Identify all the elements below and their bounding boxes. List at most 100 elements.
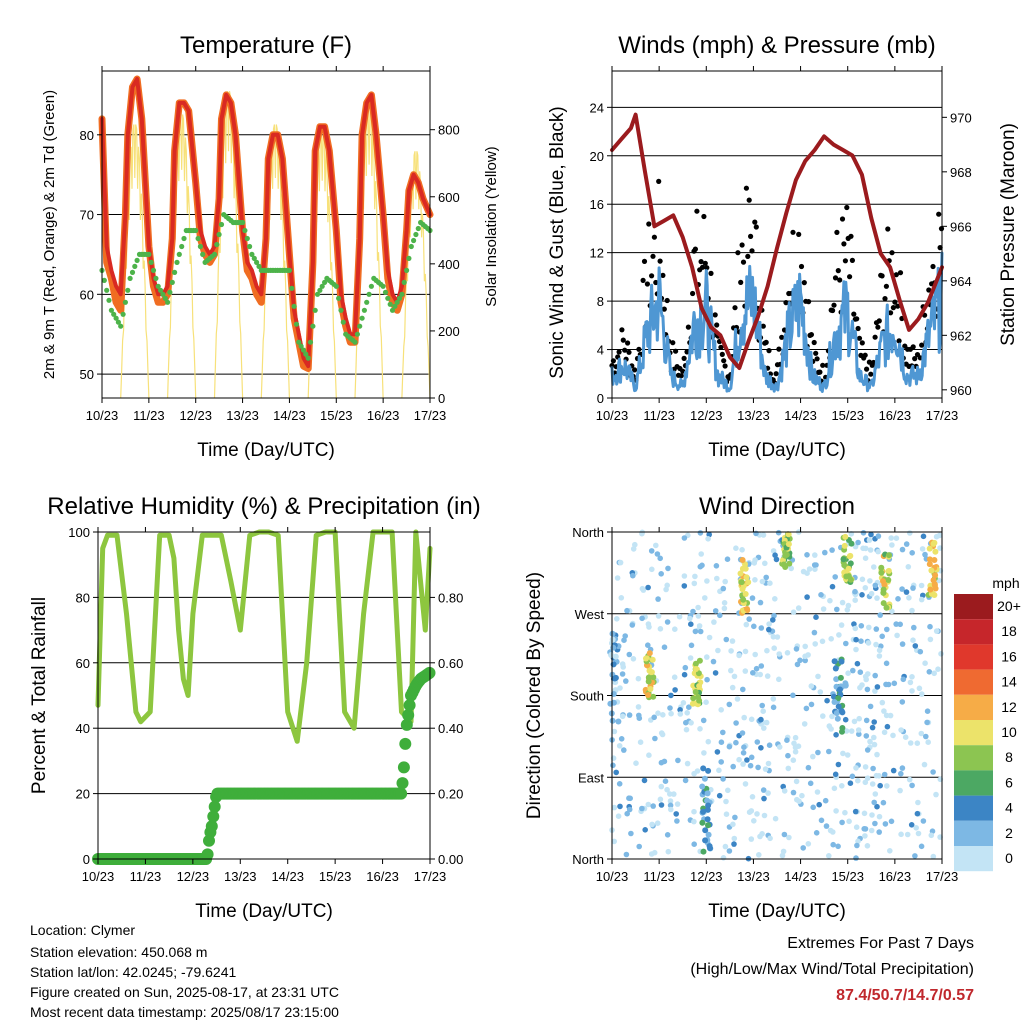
wind-direction-point (837, 674, 844, 681)
gust-point (831, 302, 837, 308)
t-xtick-label: 10/23 (86, 408, 119, 423)
wind-direction-point (876, 653, 883, 659)
gust-point (745, 253, 751, 259)
wind-direction-point (695, 604, 701, 611)
t-ylabel: 2m & 9m T (Red, Orange) & 2m Td (Green) (41, 90, 58, 379)
wind-direction-point (817, 689, 824, 695)
wind-direction-point (832, 771, 839, 778)
w-xtick-label: 12/23 (690, 408, 723, 423)
wind-direction-point (654, 551, 661, 557)
wind-direction-point (704, 797, 711, 804)
wind-direction-point (667, 798, 674, 804)
t-ytick-label-right: 600 (438, 190, 460, 205)
dewpoint-point (158, 287, 164, 293)
wind-direction-point (759, 831, 765, 837)
wind-direction-point (862, 673, 869, 680)
wind-direction-point (692, 689, 699, 695)
wind-direction-point (697, 530, 704, 536)
wind-direction-point (712, 670, 719, 676)
wind-direction-point (712, 608, 719, 614)
wind-direction-point (849, 773, 856, 780)
gust-point (820, 362, 826, 368)
wind-direction-point (649, 821, 655, 828)
wind-direction-point (700, 848, 707, 855)
wind-direction-point (661, 644, 668, 650)
wind-direction-point (865, 640, 872, 646)
wind-direction-point (862, 545, 869, 552)
wind-direction-point (757, 599, 764, 606)
wind-direction-point (857, 669, 864, 675)
rh-ytick-label-right: 0.60 (438, 656, 463, 671)
wind-direction-point (632, 541, 638, 548)
wind-direction-point (808, 683, 815, 689)
wind-direction-point (795, 605, 802, 611)
wd-title: Wind Direction (699, 493, 855, 520)
wind-direction-point (731, 841, 737, 847)
wind-direction-point (922, 551, 928, 558)
extremes-title: Extremes For Past 7 Days (787, 935, 974, 952)
wind-direction-point (802, 657, 808, 664)
wind-direction-point (760, 708, 766, 714)
wind-direction-point (648, 669, 655, 676)
dewpoint-point (415, 225, 421, 232)
wind-direction-point (841, 542, 848, 549)
wind-direction-point (770, 634, 777, 640)
wind-direction-point (874, 803, 880, 810)
wind-direction-point (858, 623, 865, 629)
wind-direction-point (926, 561, 933, 568)
wind-direction-point (732, 814, 738, 821)
wind-direction-point (845, 565, 852, 572)
wind-direction-point (683, 719, 689, 726)
gust-point (699, 264, 706, 270)
gust-point (708, 270, 714, 276)
wind-direction-point (767, 580, 773, 586)
sonic-wind-line (610, 251, 944, 393)
wind-direction-point (610, 762, 616, 769)
wind-direction-point (873, 626, 880, 632)
legend-label: 4 (1005, 800, 1013, 816)
wd-ytick-label: North (572, 852, 604, 867)
wind-direction-point (872, 791, 879, 797)
wind-direction-point (883, 712, 890, 719)
gust-point (619, 327, 625, 333)
dewpoint-point (247, 243, 253, 250)
dewpoint-point (366, 291, 372, 297)
gust-point (657, 258, 663, 264)
gust-point (681, 355, 687, 361)
dewpoint-point (291, 303, 297, 309)
wind-direction-point (804, 594, 810, 600)
wind-direction-point (759, 702, 765, 709)
dewpoint-point (167, 289, 173, 295)
wind-direction-point (899, 641, 906, 647)
w-ytick-label: 0 (597, 391, 604, 406)
gust-point (889, 250, 895, 256)
wind-direction-point (690, 695, 697, 702)
precipitation-point (395, 787, 408, 800)
rh-ytick-label-right: 0.40 (438, 721, 463, 736)
wind-direction-point (642, 827, 648, 833)
wind-direction-point (681, 573, 688, 579)
wind-direction-point (721, 605, 728, 612)
wind-direction-point (664, 619, 671, 625)
wind-direction-point (931, 592, 938, 598)
dewpoint-point (404, 267, 410, 273)
wind-direction-point (885, 567, 892, 574)
wd-xtick-label: 11/23 (643, 869, 675, 884)
gust-point (872, 334, 878, 340)
wind-direction-point (739, 730, 746, 736)
t-title: Temperature (F) (180, 32, 352, 59)
wind-direction-point (682, 664, 689, 671)
gust-point (811, 339, 817, 346)
gust-point (690, 290, 696, 297)
dewpoint-point (352, 339, 358, 345)
wind-direction-point (818, 592, 824, 598)
wd-xtick-label: 14/23 (784, 869, 817, 884)
gust-point (814, 356, 820, 362)
wind-direction-point (893, 535, 900, 541)
dewpoint-point (364, 299, 370, 305)
wind-direction-point (812, 552, 818, 558)
legend-label: 14 (1001, 674, 1017, 690)
wd-xtick-label: 15/23 (831, 869, 864, 884)
wd-xtick-label: 10/23 (596, 869, 629, 884)
